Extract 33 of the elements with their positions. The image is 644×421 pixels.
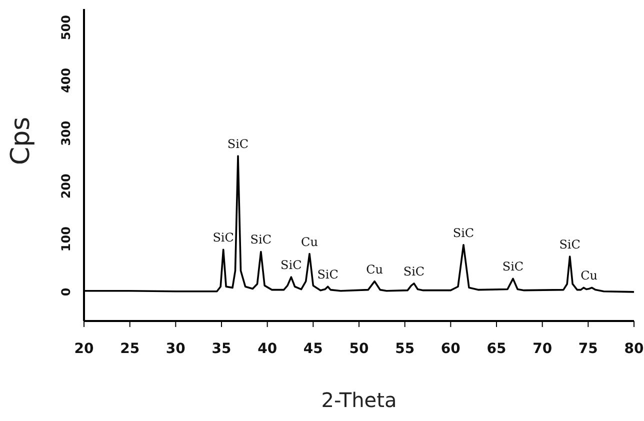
x-tick-label: 25: [120, 340, 140, 357]
x-tick-label: 50: [349, 340, 369, 357]
annotation: SiC: [280, 258, 302, 272]
annotation: SiC: [212, 230, 234, 245]
annotation: Cu: [301, 234, 318, 249]
x-tick-label: 70: [532, 340, 552, 357]
annotation: SiC: [403, 264, 425, 278]
annotation: SiC: [502, 260, 524, 274]
x-tick-label: 20: [74, 340, 94, 357]
x-tick-label: 65: [486, 340, 506, 357]
annotation: Cu: [366, 262, 384, 276]
x-tick-label: 75: [578, 340, 598, 357]
annotation: SiC: [227, 137, 249, 152]
y-tick-label: 0: [59, 288, 73, 296]
y-tick-label: 100: [59, 226, 73, 252]
annotation: Cu: [580, 268, 598, 283]
x-tick-label: 40: [258, 340, 278, 357]
y-axis-title: Cps: [6, 116, 36, 165]
y-tick-label: 400: [59, 68, 73, 93]
x-tick-label: 30: [166, 340, 186, 357]
annotation: SiC: [317, 268, 338, 282]
x-tick-label: 45: [303, 340, 323, 357]
annotation: SiC: [452, 226, 474, 240]
annotation: SiC: [559, 237, 580, 252]
x-tick-label: 60: [440, 340, 461, 357]
annotation: SiC: [250, 232, 272, 247]
y-tick-label: 500: [59, 14, 73, 40]
x-tick-label: 80: [624, 340, 644, 357]
x-tick-label: 55: [395, 340, 415, 357]
y-tick-label: 300: [59, 120, 73, 146]
x-tick-label: 35: [212, 340, 232, 357]
y-tick-label: 200: [59, 174, 73, 199]
x-axis-title: 2-Theta: [321, 388, 397, 412]
